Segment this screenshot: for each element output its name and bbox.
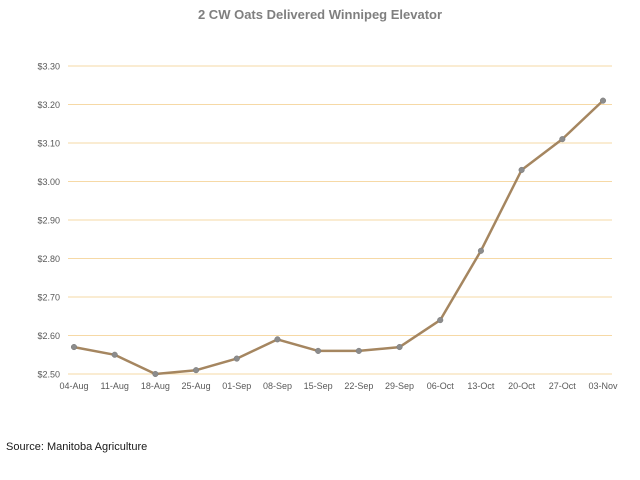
gridlines (68, 65, 612, 375)
series-layer (72, 99, 605, 376)
x-tick-label: 06-Oct (427, 381, 455, 391)
data-point (193, 367, 200, 374)
data-point (396, 344, 403, 351)
y-axis: $2.50 $2.60 $2.70 $2.80 $2.90 $3.00 $3.10 $3.20… (37, 62, 60, 380)
x-tick-label: 03-Nov (588, 381, 618, 391)
x-tick-label: 15-Sep (304, 381, 333, 391)
data-point (70, 344, 78, 351)
y-tick-label: $2.70 (37, 293, 60, 303)
x-axis: 04-Aug 11-Aug 18-Aug 25-Aug 01-Sep 08-Sep 15-S… (59, 381, 618, 391)
data-point (518, 166, 525, 173)
chart-title: 2 CW Oats Delivered Winnipeg Elevator (197, 7, 443, 22)
x-tick-label: 18-Aug (141, 381, 170, 391)
data-point (599, 97, 607, 104)
x-tick-label: 29-Sep (385, 381, 414, 391)
y-tick-label: $3.10 (37, 139, 60, 149)
x-tick-label: 04-Aug (59, 381, 88, 391)
marker-layer (70, 97, 607, 378)
x-tick-label: 27-Oct (549, 381, 577, 391)
y-tick-label: $3.00 (37, 177, 60, 187)
x-tick-label: 01-Sep (222, 381, 251, 391)
data-point (355, 347, 362, 354)
series-line (72, 99, 605, 376)
x-tick-label: 25-Aug (182, 381, 211, 391)
y-tick-label: $2.80 (37, 254, 60, 264)
data-point (274, 336, 281, 343)
x-tick-label: 11-Aug (101, 381, 129, 391)
y-tick-label: $3.20 (37, 100, 60, 110)
source-note: Source: Manitoba Agriculture (6, 441, 148, 453)
y-tick-label: $3.30 (37, 62, 60, 72)
data-point (111, 351, 118, 358)
x-tick-label: 08-Sep (263, 381, 292, 391)
data-point (152, 370, 159, 378)
x-tick-label: 22-Sep (344, 381, 373, 391)
y-tick-label: $2.90 (37, 216, 60, 226)
data-point (437, 317, 444, 324)
x-tick-label: 20-Oct (508, 381, 536, 391)
data-point (233, 355, 240, 362)
data-point (559, 136, 566, 143)
data-point (315, 347, 322, 354)
x-tick-label: 13-Oct (467, 381, 495, 391)
y-tick-label: $2.50 (37, 370, 60, 380)
data-point (477, 247, 484, 254)
y-tick-label: $2.60 (37, 331, 60, 341)
